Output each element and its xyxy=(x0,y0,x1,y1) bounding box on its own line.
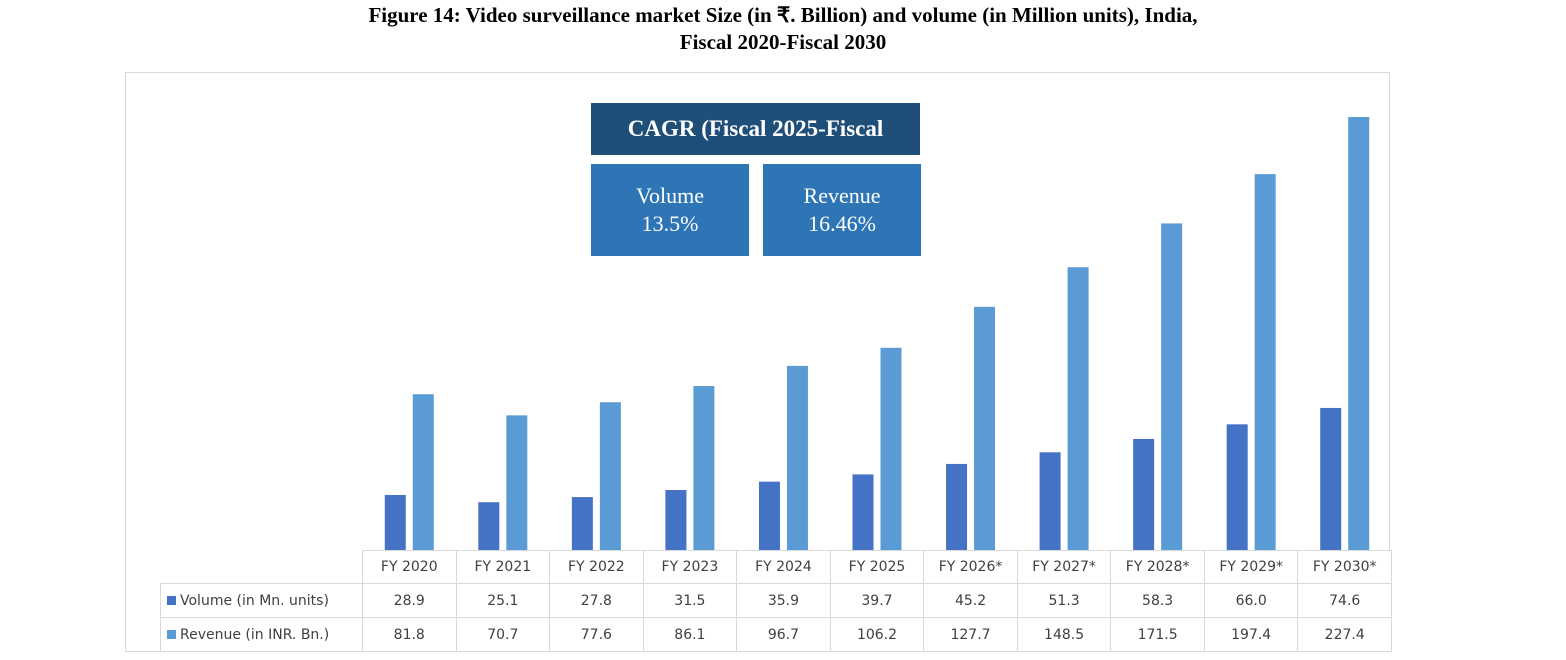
x-tick-label: FY 2027* xyxy=(1016,550,1112,584)
revenue-bar xyxy=(974,306,996,550)
revenue-bar xyxy=(1161,223,1183,550)
data-label: 70.7 xyxy=(455,617,551,652)
legend-label: Revenue (in INR. Bn.) xyxy=(180,626,330,643)
x-tick-label: FY 2022 xyxy=(549,550,644,584)
title-line-2: Fiscal 2020-Fiscal 2030 xyxy=(679,30,887,54)
cagr-header: CAGR (Fiscal 2025-Fiscal xyxy=(591,103,920,155)
volume-bar xyxy=(478,502,500,550)
volume-bar xyxy=(384,494,406,550)
cagr-volume-value: 13.5% xyxy=(641,211,699,236)
data-label: 197.4 xyxy=(1203,617,1299,652)
revenue-bar xyxy=(1067,267,1089,550)
data-label: 35.9 xyxy=(736,583,831,618)
x-tick-label: FY 2021 xyxy=(455,550,551,584)
data-label: 28.9 xyxy=(362,583,457,618)
data-label: 86.1 xyxy=(642,617,738,652)
volume-bar xyxy=(946,463,968,550)
data-label: 27.8 xyxy=(549,583,644,618)
data-label: 39.7 xyxy=(829,583,925,618)
cagr-volume-label: Volume xyxy=(635,183,705,208)
x-tick-label: FY 2029* xyxy=(1203,550,1299,584)
data-label: 148.5 xyxy=(1016,617,1112,652)
legend-volume: Volume (in Mn. units) xyxy=(160,583,363,618)
data-label: 45.2 xyxy=(923,583,1018,618)
revenue-bar xyxy=(1254,174,1276,550)
revenue-bar xyxy=(786,365,808,550)
volume-bar xyxy=(852,474,874,550)
x-tick-label: FY 2024 xyxy=(736,550,831,584)
cagr-revenue-label: Revenue xyxy=(803,183,881,208)
revenue-bar xyxy=(506,415,528,550)
data-label: 51.3 xyxy=(1016,583,1112,618)
data-label: 66.0 xyxy=(1203,583,1299,618)
legend-revenue: Revenue (in INR. Bn.) xyxy=(160,617,363,652)
data-label: 31.5 xyxy=(642,583,738,618)
cagr-revenue-box: Revenue 16.46% xyxy=(763,164,921,256)
data-label: 81.8 xyxy=(362,617,457,652)
volume-bar xyxy=(1320,407,1342,550)
x-tick-label: FY 2028* xyxy=(1110,550,1205,584)
revenue-bar xyxy=(599,402,621,550)
legend-swatch xyxy=(167,596,176,605)
data-label: 171.5 xyxy=(1110,617,1205,652)
revenue-bar xyxy=(412,394,434,550)
volume-bar xyxy=(1039,452,1061,550)
data-label: 96.7 xyxy=(736,617,831,652)
data-label: 106.2 xyxy=(829,617,925,652)
data-label: 77.6 xyxy=(549,617,644,652)
data-label: 25.1 xyxy=(455,583,551,618)
x-tick-label: FY 2025 xyxy=(829,550,925,584)
data-label: 127.7 xyxy=(923,617,1018,652)
volume-bar xyxy=(665,490,687,550)
data-label: 227.4 xyxy=(1297,617,1392,652)
cagr-revenue-value: 16.46% xyxy=(808,211,876,236)
revenue-bar xyxy=(1348,117,1370,550)
legend-swatch xyxy=(167,630,176,639)
revenue-bar xyxy=(693,386,715,550)
x-tick-label: FY 2030* xyxy=(1297,550,1392,584)
x-tick-label: FY 2026* xyxy=(923,550,1018,584)
data-label: 58.3 xyxy=(1110,583,1205,618)
title-line-1: Figure 14: Video surveillance market Siz… xyxy=(368,3,1198,27)
volume-bar xyxy=(1226,424,1248,550)
figure-title: Figure 14: Video surveillance market Siz… xyxy=(0,2,1566,56)
legend-label: Volume (in Mn. units) xyxy=(180,592,329,609)
revenue-bar xyxy=(880,347,902,550)
volume-bar xyxy=(758,481,780,550)
volume-bar xyxy=(571,497,593,550)
volume-bar xyxy=(1133,438,1155,550)
x-tick-label: FY 2023 xyxy=(642,550,738,584)
x-tick-label: FY 2020 xyxy=(362,550,457,584)
data-label: 74.6 xyxy=(1297,583,1392,618)
cagr-volume-box: Volume 13.5% xyxy=(591,164,749,256)
